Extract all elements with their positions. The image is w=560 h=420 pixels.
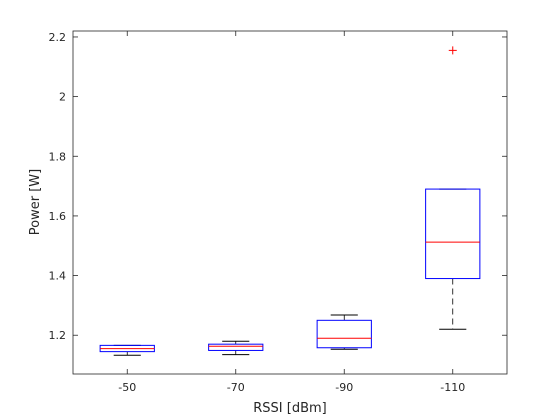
box--90 bbox=[316, 314, 372, 350]
y-tick-label: 1.4 bbox=[49, 270, 67, 283]
x-tick-label: -50 bbox=[118, 381, 136, 394]
box--70 bbox=[208, 340, 264, 356]
outlier-marker bbox=[448, 46, 457, 55]
box--50 bbox=[99, 344, 155, 356]
y-tick-label: 2 bbox=[59, 91, 66, 104]
x-axis-label: RSSI [dBm] bbox=[253, 401, 326, 416]
y-tick-label: 1.6 bbox=[49, 210, 67, 223]
y-tick-label: 2.2 bbox=[49, 31, 67, 44]
box-iqr bbox=[208, 343, 264, 351]
plot-area bbox=[72, 30, 508, 375]
box--110 bbox=[425, 46, 481, 330]
box-iqr bbox=[316, 319, 372, 349]
x-tick-label: -70 bbox=[227, 381, 245, 394]
boxes-layer bbox=[99, 46, 481, 356]
x-tick-label: -90 bbox=[335, 381, 353, 394]
y-tick-label: 1.8 bbox=[49, 150, 67, 163]
y-tick-label: 1.2 bbox=[49, 329, 67, 342]
x-tick-label: -110 bbox=[440, 381, 465, 394]
y-axis-label: Power [W] bbox=[28, 169, 43, 235]
y-axis-ticks: 1.2 1.4 1.6 1.8 2 2.2 bbox=[49, 31, 507, 342]
box-iqr bbox=[425, 188, 481, 280]
x-axis-ticks: -50 -70 -90 -110 bbox=[118, 31, 465, 394]
